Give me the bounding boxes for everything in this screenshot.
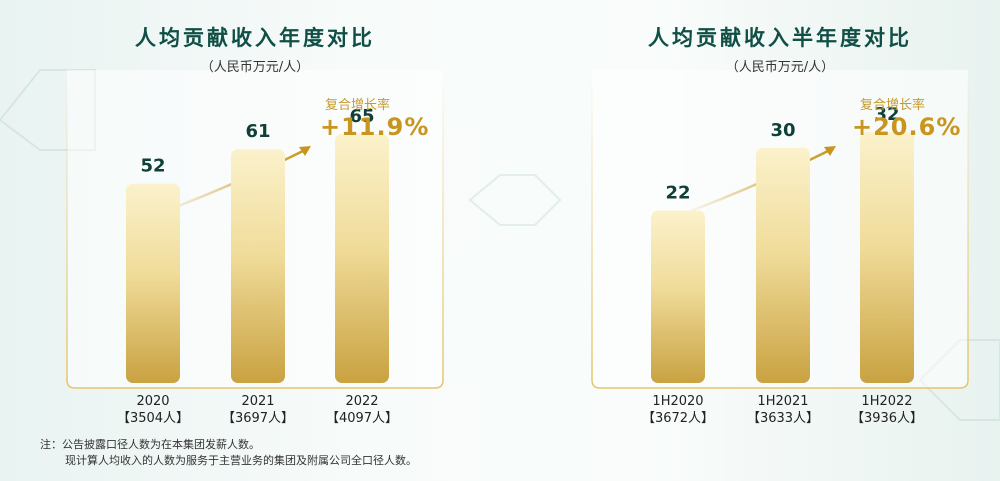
bar-value-label: 22 (665, 183, 690, 204)
category-headcount: 【3936人】 (850, 411, 924, 426)
category-year: 2021 (241, 394, 275, 409)
semiannual-chart-panel: 22 30 32 人均贡献收入半年度对比 （人民币万元/人） 复合增长率 +20.6… (580, 0, 980, 430)
semiannual-chart-svg: 22 30 32 (591, 70, 969, 389)
annual-growth-value: +11.9% (320, 113, 430, 141)
annual-chart-panel: 52 61 65 人均贡献收入年度对比 （人民币万元/人） 复合增长率 +11.9%… (55, 0, 455, 430)
category-label: 2020 【3504人】 (98, 393, 208, 427)
category-period: 1H2022 (861, 394, 913, 409)
category-headcount: 【4097人】 (325, 411, 399, 426)
category-headcount: 【3504人】 (116, 411, 190, 426)
bar-value-label: 61 (245, 121, 270, 142)
bar-value-label: 65 (349, 106, 374, 127)
category-headcount: 【3672人】 (641, 411, 715, 426)
bar-value-label: 32 (874, 104, 899, 125)
category-period: 1H2020 (652, 394, 704, 409)
growth-arrow-head (299, 146, 311, 156)
category-period: 1H2021 (757, 394, 809, 409)
bar-value-label: 52 (140, 156, 165, 177)
footnote-line-2: 现计算人均收入的人数为服务于主营业务的集团及附属公司全口径人数。 (65, 454, 417, 467)
category-headcount: 【3633人】 (746, 411, 820, 426)
category-headcount: 【3697人】 (221, 411, 295, 426)
semiannual-chart-title: 人均贡献收入半年度对比 (648, 26, 912, 50)
category-year: 2020 (136, 394, 170, 409)
annual-chart-unit: （人民币万元/人） (200, 60, 310, 75)
bar (126, 183, 180, 383)
bar (651, 210, 705, 383)
bar (335, 133, 389, 383)
category-label: 2021 【3697人】 (203, 393, 313, 427)
bar-value-label: 30 (770, 120, 795, 141)
bar (231, 149, 285, 383)
category-label: 1H2022 【3936人】 (832, 393, 942, 427)
footnote-line-1: 注：公告披露口径人数为在本集团发薪人数。 (40, 438, 260, 451)
bar (860, 132, 914, 383)
semiannual-chart-unit: （人民币万元/人） (725, 60, 835, 75)
annual-growth-label: 复合增长率 (325, 98, 391, 113)
annual-chart-title: 人均贡献收入年度对比 (135, 26, 375, 50)
category-label: 2022 【4097人】 (307, 393, 417, 427)
semiannual-growth-value: +20.6% (852, 113, 962, 141)
growth-arrow-head (824, 146, 836, 156)
hexagon-decoration (468, 174, 562, 226)
category-label: 1H2020 【3672人】 (623, 393, 733, 427)
bar (756, 147, 810, 383)
category-year: 2022 (345, 394, 379, 409)
annual-chart-svg: 52 61 65 (66, 70, 444, 389)
semiannual-growth-label: 复合增长率 (860, 98, 926, 113)
category-label: 1H2021 【3633人】 (728, 393, 838, 427)
